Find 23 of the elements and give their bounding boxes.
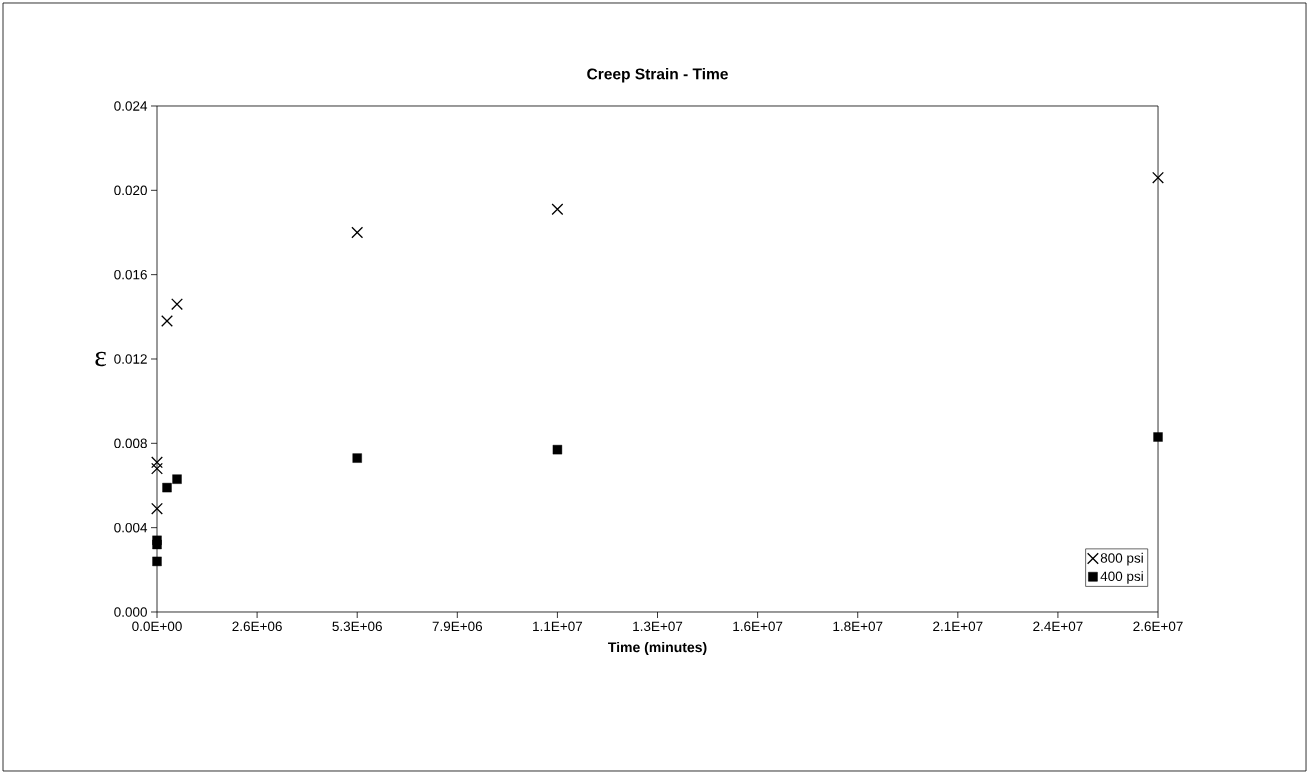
y-tick-label: 0.012 [114, 354, 147, 364]
x-tick-label: 1.1E+07 [533, 621, 583, 632]
x-tick-label: 2.1E+07 [933, 621, 983, 632]
x-tick-label: 2.6E+07 [1133, 621, 1183, 632]
x-tick-label: 0.0E+00 [132, 621, 182, 632]
y-tick-label: 0.000 [114, 607, 147, 617]
legend-label: 400 psi [1100, 571, 1143, 584]
y-tick-label: 0.008 [114, 438, 147, 449]
chart-title: Creep Strain - Time [587, 68, 728, 83]
y-tick-label: 0.016 [114, 269, 147, 280]
y-tick-label: 0.004 [114, 522, 148, 533]
x-tick-label: 1.8E+07 [833, 621, 883, 632]
x-tick-label: 1.6E+07 [733, 621, 783, 632]
y-axis-title: ε [95, 351, 106, 367]
y-tick-label: 0.020 [114, 185, 147, 196]
x-tick-label: 2.6E+06 [232, 621, 282, 632]
x-tick-label: 5.3E+06 [332, 621, 382, 632]
legend-label: 800 psi [1100, 552, 1143, 566]
y-tick-label: 0.024 [114, 101, 148, 111]
x-tick-label: 1.3E+07 [633, 621, 683, 632]
x-axis-title: Time (minutes) [608, 641, 707, 655]
x-tick-label: 7.9E+06 [432, 621, 483, 632]
x-tick-label: 2.4E+07 [1033, 621, 1083, 632]
